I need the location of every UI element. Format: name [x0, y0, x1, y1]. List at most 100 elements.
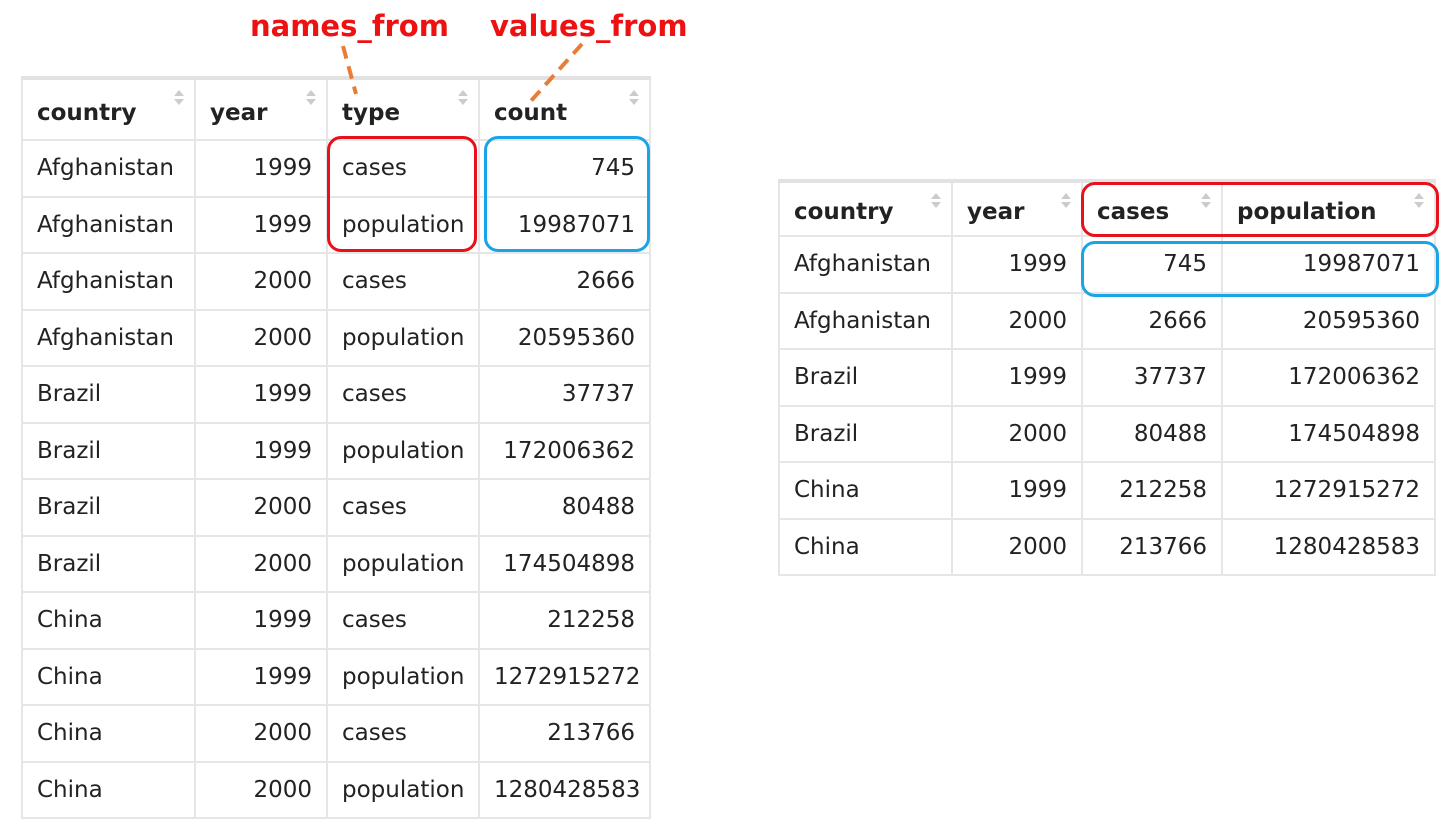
cell-year: 2000	[194, 308, 328, 367]
cell-year: 1999	[951, 235, 1083, 294]
table-row: Brazil 2000 80488 174504898	[778, 404, 1436, 463]
cell-year: 2000	[194, 252, 328, 311]
cell-year: 1999	[194, 421, 328, 480]
cell-year: 2000	[194, 760, 328, 819]
cell-year: 2000	[951, 404, 1083, 463]
cell-count: 37737	[478, 365, 651, 424]
cell-population: 174504898	[1221, 404, 1436, 463]
table-row: Brazil 2000 cases 80488	[21, 478, 651, 537]
sort-icon[interactable]	[174, 90, 184, 110]
cell-country: Brazil	[778, 404, 953, 463]
sort-icon[interactable]	[306, 90, 316, 110]
sort-icon[interactable]	[458, 90, 468, 110]
values-from-label: values_from	[490, 9, 688, 43]
cell-cases: 745	[1081, 235, 1223, 294]
cell-year: 2000	[951, 291, 1083, 350]
cell-count: 19987071	[478, 195, 651, 254]
cell-year: 1999	[194, 139, 328, 198]
column-header-label: country	[794, 199, 894, 225]
sort-icon[interactable]	[1414, 193, 1424, 213]
table-row: Afghanistan 1999 cases 745	[21, 139, 651, 198]
sort-icon[interactable]	[931, 193, 941, 213]
cell-year: 1999	[951, 348, 1083, 407]
sort-icon[interactable]	[1061, 193, 1071, 213]
cell-type: cases	[326, 139, 480, 198]
sort-icon[interactable]	[629, 90, 639, 110]
cell-count: 172006362	[478, 421, 651, 480]
column-header-year[interactable]: year	[951, 180, 1083, 237]
cell-country: Afghanistan	[778, 235, 953, 294]
table-row: Afghanistan 2000 2666 20595360	[778, 291, 1436, 350]
cell-country: Afghanistan	[21, 195, 196, 254]
cell-country: China	[778, 461, 953, 520]
cell-cases: 2666	[1081, 291, 1223, 350]
cell-country: Afghanistan	[778, 291, 953, 350]
cell-count: 212258	[478, 591, 651, 650]
cell-count: 2666	[478, 252, 651, 311]
table-row: China 1999 212258 1272915272	[778, 461, 1436, 520]
cell-population: 1280428583	[1221, 517, 1436, 576]
column-header-label: type	[342, 99, 401, 126]
cell-country: Brazil	[21, 534, 196, 593]
table-row: Afghanistan 1999 745 19987071	[778, 235, 1436, 294]
cell-country: Brazil	[778, 348, 953, 407]
cell-country: Afghanistan	[21, 139, 196, 198]
column-header-label: country	[37, 99, 137, 126]
cell-country: Afghanistan	[21, 308, 196, 367]
column-header-year[interactable]: year	[194, 77, 328, 141]
cell-type: cases	[326, 252, 480, 311]
column-header-count[interactable]: count	[478, 77, 651, 141]
cell-type: population	[326, 760, 480, 819]
header-row: country year cases population	[778, 180, 1436, 237]
cell-year: 1999	[951, 461, 1083, 520]
column-header-label: cases	[1097, 199, 1170, 225]
table-row: Brazil 1999 population 172006362	[21, 421, 651, 480]
table-row: Brazil 1999 cases 37737	[21, 365, 651, 424]
table-row: Afghanistan 2000 population 20595360	[21, 308, 651, 367]
cell-year: 1999	[194, 365, 328, 424]
cell-type: population	[326, 421, 480, 480]
cell-cases: 80488	[1081, 404, 1223, 463]
cell-type: cases	[326, 478, 480, 537]
cell-type: cases	[326, 704, 480, 763]
sort-icon[interactable]	[1201, 193, 1211, 213]
cell-type: population	[326, 195, 480, 254]
cell-country: Brazil	[21, 421, 196, 480]
cell-country: China	[21, 760, 196, 819]
names-from-label: names_from	[250, 9, 449, 43]
cell-country: Afghanistan	[21, 252, 196, 311]
cell-type: population	[326, 308, 480, 367]
cell-year: 1999	[194, 591, 328, 650]
column-header-country[interactable]: country	[21, 77, 196, 141]
cell-count: 213766	[478, 704, 651, 763]
cell-cases: 37737	[1081, 348, 1223, 407]
cell-cases: 212258	[1081, 461, 1223, 520]
cell-year: 2000	[194, 534, 328, 593]
cell-year: 2000	[951, 517, 1083, 576]
column-header-population[interactable]: population	[1221, 180, 1436, 237]
cell-cases: 213766	[1081, 517, 1223, 576]
table-row: China 2000 213766 1280428583	[778, 517, 1436, 576]
cell-population: 19987071	[1221, 235, 1436, 294]
cell-year: 1999	[194, 647, 328, 706]
cell-population: 172006362	[1221, 348, 1436, 407]
column-header-label: count	[494, 99, 568, 126]
column-header-cases[interactable]: cases	[1081, 180, 1223, 237]
wide-format-table: country year cases population Afghanistan 19…	[778, 179, 1436, 576]
column-header-label: population	[1237, 199, 1377, 225]
column-header-label: year	[210, 99, 268, 126]
long-format-table: country year type count Afghanistan 1999 case…	[21, 76, 651, 819]
column-header-type[interactable]: type	[326, 77, 480, 141]
cell-type: population	[326, 534, 480, 593]
cell-year: 2000	[194, 704, 328, 763]
cell-count: 1272915272	[478, 647, 651, 706]
table-row: Afghanistan 1999 population 19987071	[21, 195, 651, 254]
cell-country: Brazil	[21, 365, 196, 424]
table-row: Brazil 2000 population 174504898	[21, 534, 651, 593]
column-header-country[interactable]: country	[778, 180, 953, 237]
table-row: China 2000 population 1280428583	[21, 760, 651, 819]
header-row: country year type count	[21, 77, 651, 141]
cell-count: 745	[478, 139, 651, 198]
cell-country: China	[778, 517, 953, 576]
cell-type: cases	[326, 365, 480, 424]
